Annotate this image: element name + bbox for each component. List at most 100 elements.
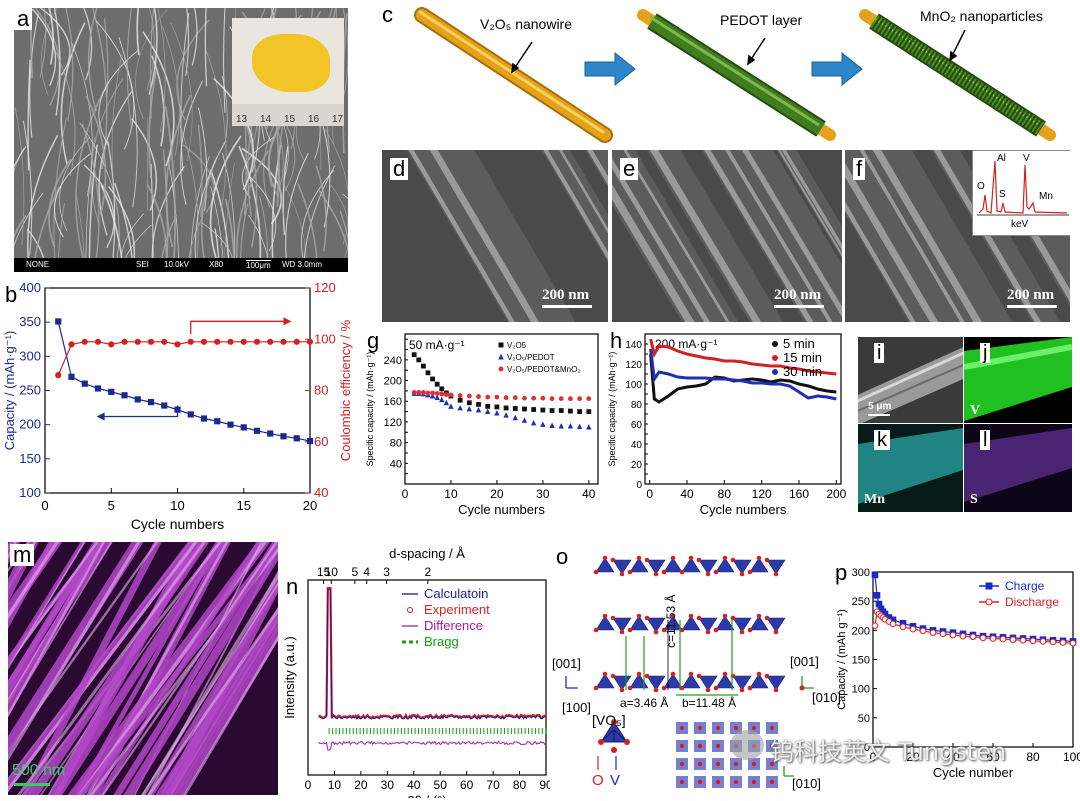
- fiber-strand: [14, 214, 27, 239]
- ruler-tick: 15: [284, 114, 296, 125]
- nanowire-highlight: [16, 542, 207, 795]
- legend-entry: V₂O₅/PEDOT&MnO₂: [507, 365, 580, 374]
- fiber-strand: [151, 55, 165, 147]
- data-point: [134, 396, 141, 403]
- oxygen-atom: [747, 627, 753, 633]
- data-point: [586, 409, 592, 414]
- oxygen-atom: [624, 739, 630, 745]
- panel-label-k: k: [874, 430, 890, 450]
- x-tick-label: 0: [41, 498, 48, 513]
- data-point: [1029, 637, 1037, 645]
- y-tick-label: 200: [852, 625, 870, 637]
- plot-frame: [307, 579, 547, 776]
- oxygen-atom: [769, 725, 775, 731]
- data-point: [293, 435, 300, 442]
- oxygen-atom: [696, 673, 702, 679]
- fiber-strand: [180, 80, 204, 206]
- y2-tick-label: 100: [314, 331, 336, 346]
- nanorod: [612, 150, 719, 322]
- fiber-strand: [54, 153, 91, 238]
- y-tick-label: 120: [384, 417, 402, 429]
- fiber-strand: [176, 19, 210, 121]
- oxygen-atom: [653, 571, 659, 577]
- fiber-strand: [27, 59, 31, 171]
- y-tick-label: 250: [19, 383, 41, 398]
- data-point: [443, 399, 450, 406]
- x-tick-label: 40: [946, 750, 960, 764]
- scale-bar-label: 5 μm: [868, 401, 892, 412]
- fiber-strand: [148, 8, 158, 95]
- fiber-strand: [148, 71, 157, 179]
- data-point: [871, 622, 879, 629]
- fiber-strand: [149, 8, 155, 119]
- data-point: [568, 396, 573, 402]
- oxygen-atom: [697, 779, 703, 785]
- data-point: [485, 394, 491, 400]
- fiber-strand: [282, 146, 289, 235]
- nanorod: [541, 150, 608, 263]
- oxygen-atom: [733, 761, 739, 767]
- y-tick-label: 150: [852, 655, 870, 667]
- oxygen-atom: [688, 555, 694, 561]
- nanowire-strand: [52, 542, 226, 795]
- legend-marker: [772, 355, 778, 361]
- fiber-strand: [136, 8, 140, 56]
- data-point: [540, 395, 546, 401]
- nanowire-highlight: [8, 542, 198, 792]
- y-tick-label: 240: [384, 355, 402, 367]
- fiber-strand: [197, 124, 203, 218]
- fiber-strand: [224, 162, 235, 272]
- fiber-strand: [29, 13, 39, 138]
- label-mno2-nanoparticles: MnO₂ nanoparticles: [920, 8, 1043, 24]
- legend-entry: Bragg: [424, 634, 459, 649]
- oxygen-atom: [696, 615, 702, 621]
- data-point: [121, 338, 128, 345]
- oxygen-atom: [733, 779, 739, 785]
- oxygen-atom: [751, 779, 757, 785]
- ruler-tick: 17: [332, 114, 344, 125]
- legend-entry: Calculatoin: [424, 586, 488, 601]
- data-point: [68, 341, 75, 348]
- element-label-mn: Mn: [864, 492, 885, 507]
- eds-spectrum: [977, 160, 1069, 216]
- x-tick-label: 80: [513, 778, 527, 792]
- nanowire-highlight: [8, 542, 60, 620]
- oxygen-atom: [598, 739, 604, 745]
- x-tick-label: 30: [536, 487, 550, 501]
- top-tick-label: 3: [383, 565, 390, 579]
- data-point: [430, 376, 435, 382]
- label-v2o5-nanowire: V₂O₅ nanowire: [480, 16, 573, 32]
- oxygen-atom: [739, 629, 745, 635]
- data-point: [200, 338, 208, 345]
- data-point: [1069, 639, 1077, 647]
- axis-001-left: [001]: [552, 656, 581, 671]
- vo5-polyhedron: [681, 557, 701, 573]
- data-point: [503, 405, 509, 411]
- x-tick-label: 15: [237, 498, 251, 513]
- panel-h-chart: 0 40 80 120 160 200 0 20 40 60 80 100 120 140 Cycle nu…: [607, 333, 847, 517]
- data-point: [494, 394, 500, 400]
- oxygen-atom: [679, 569, 685, 575]
- data-point: [443, 392, 449, 397]
- series-line: [57, 321, 311, 442]
- y-tick-label: 20: [631, 460, 643, 471]
- oxygen-atom: [730, 615, 736, 621]
- vo5-polyhedron: [629, 615, 649, 631]
- data-point: [475, 407, 482, 413]
- fiber-strand: [167, 157, 180, 272]
- oxygen-atom: [773, 687, 779, 693]
- data-point: [306, 437, 314, 445]
- y-tick-label: 200: [384, 376, 402, 388]
- nanorod-edge: [872, 150, 983, 322]
- y-tick-label: 350: [19, 314, 41, 329]
- vo5-polyhedron: [663, 673, 683, 689]
- nanowire-highlight: [8, 542, 106, 718]
- nanorod: [931, 150, 1059, 322]
- oxygen-atom: [764, 673, 770, 679]
- data-point: [161, 338, 168, 345]
- y-tick-label: 50: [858, 713, 870, 725]
- data-point: [999, 635, 1007, 643]
- oxygen-atom: [697, 725, 703, 731]
- data-point: [411, 352, 417, 358]
- nanowire-strand: [164, 610, 278, 795]
